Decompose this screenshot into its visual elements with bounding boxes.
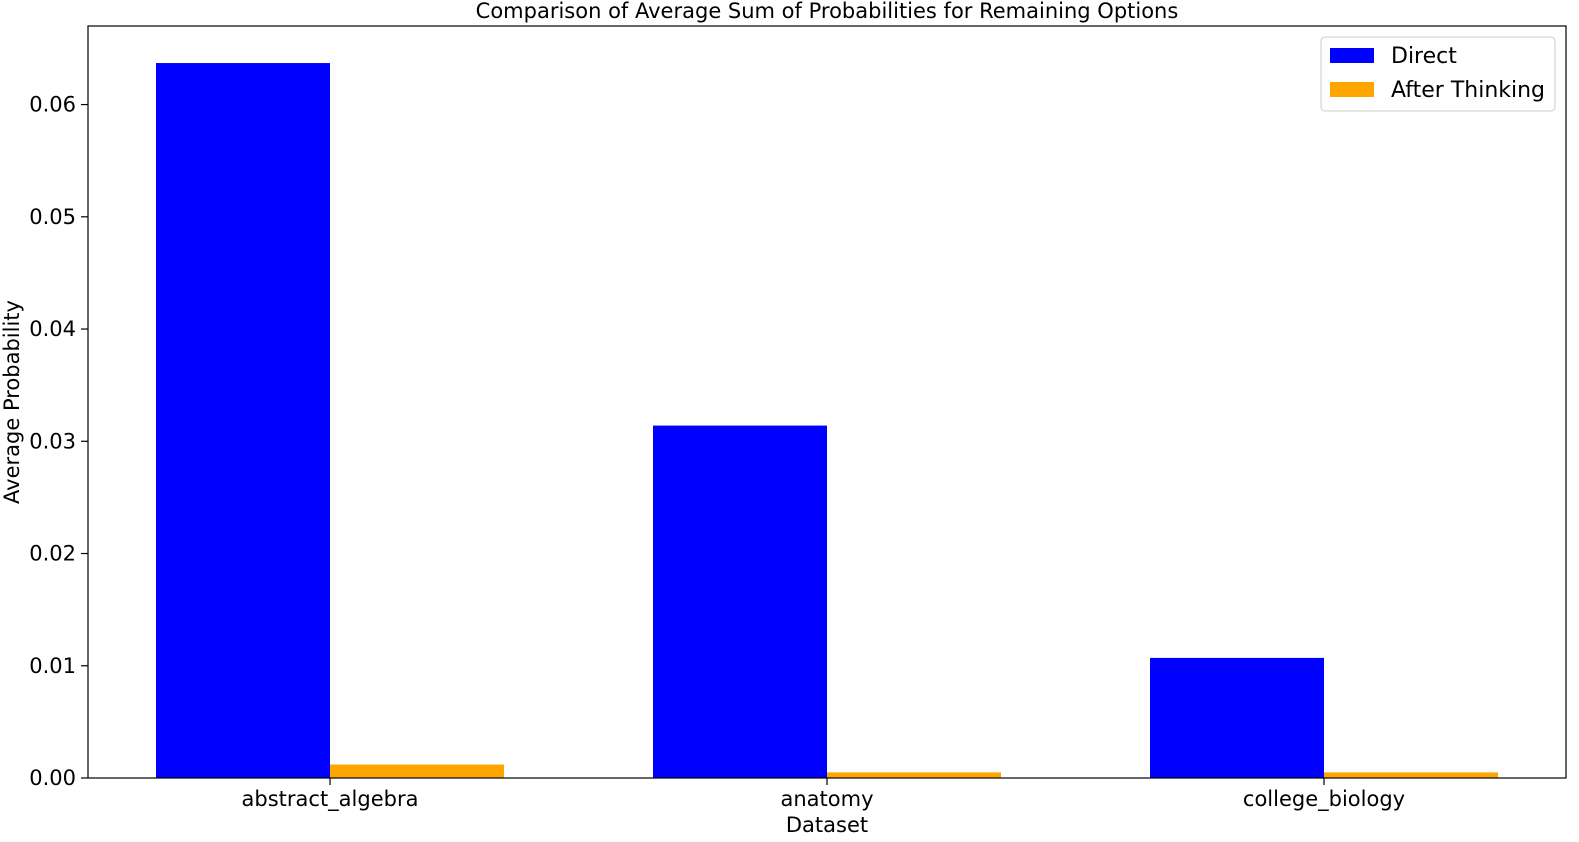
x-tick-label: anatomy <box>780 787 873 811</box>
y-axis-title: Average Probability <box>0 300 24 504</box>
y-tick-label: 0.04 <box>29 317 76 341</box>
x-axis-title: Dataset <box>786 813 868 837</box>
legend: Direct After Thinking <box>1320 36 1556 112</box>
bar-direct-college-biology <box>1150 657 1324 778</box>
y-tick-label: 0.01 <box>29 654 76 678</box>
bar-after-thinking-abstract-algebra <box>330 764 504 778</box>
x-axis: abstract_algebra anatomy college_biology <box>242 778 1405 812</box>
bar-direct-abstract-algebra <box>156 63 330 778</box>
y-tick-label: 0.06 <box>29 93 76 117</box>
bar-after-thinking-anatomy <box>827 772 1001 778</box>
x-tick-label: college_biology <box>1243 787 1405 812</box>
legend-swatch-after-thinking <box>1330 82 1374 97</box>
bar-direct-anatomy <box>653 425 827 778</box>
bar-after-thinking-college-biology <box>1324 772 1498 778</box>
legend-label-after-thinking: After Thinking <box>1391 78 1545 103</box>
legend-label-direct: Direct <box>1391 44 1457 69</box>
y-tick-label: 0.05 <box>29 205 76 229</box>
y-axis: 0.00 0.01 0.02 0.03 0.04 0.05 0.06 <box>29 93 88 790</box>
chart-title: Comparison of Average Sum of Probabiliti… <box>476 0 1179 23</box>
legend-swatch-direct <box>1330 48 1374 63</box>
legend-box <box>1320 36 1556 112</box>
bars-group <box>156 63 1498 778</box>
x-tick-label: abstract_algebra <box>242 787 419 812</box>
y-tick-label: 0.03 <box>29 429 76 453</box>
y-tick-label: 0.00 <box>29 766 76 790</box>
y-tick-label: 0.02 <box>29 542 76 566</box>
